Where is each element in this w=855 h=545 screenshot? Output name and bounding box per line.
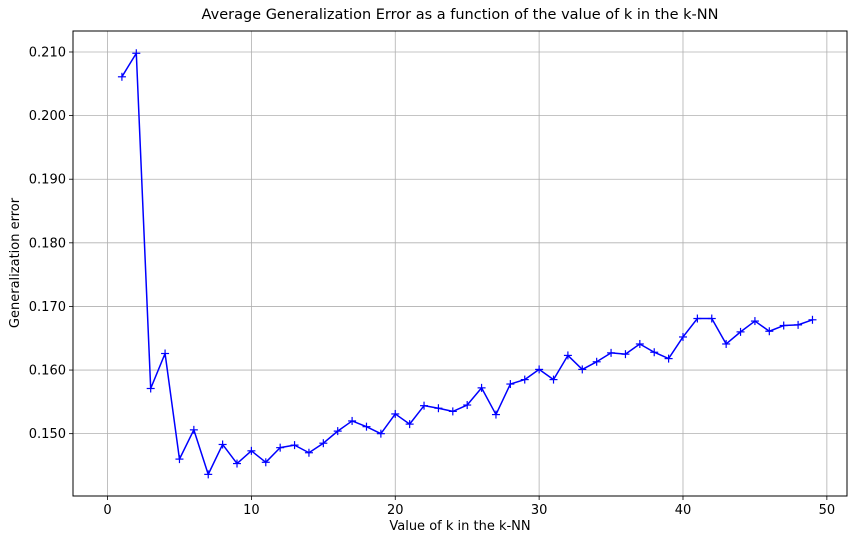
chart-title: Average Generalization Error as a functi…: [202, 7, 719, 23]
x-tick-label: 50: [819, 503, 836, 518]
data-point-marker: [491, 410, 500, 419]
data-point-marker: [707, 314, 716, 323]
data-point-marker: [376, 429, 385, 438]
x-tick-label: 0: [103, 503, 111, 518]
data-point-marker: [535, 365, 544, 374]
data-point-marker: [233, 459, 242, 468]
data-point-marker: [678, 332, 687, 341]
data-point-marker: [506, 380, 515, 389]
data-point-marker: [563, 351, 572, 360]
data-point-marker: [276, 443, 285, 452]
data-point-marker: [391, 409, 400, 418]
data-point-marker: [650, 348, 659, 357]
x-axis-ticks: 0 10 20 30 40 50: [103, 496, 835, 518]
data-point-marker: [477, 383, 486, 392]
data-point-marker: [204, 470, 213, 479]
series-layer: [117, 49, 817, 479]
data-point-marker: [405, 420, 414, 429]
data-point-marker: [362, 422, 371, 431]
x-axis-label: Value of k in the k-NN: [389, 519, 530, 534]
data-point-marker: [132, 49, 141, 58]
data-point-marker: [750, 317, 759, 326]
data-point-marker: [434, 404, 443, 413]
data-point-marker: [635, 339, 644, 348]
data-point-marker: [736, 327, 745, 336]
data-point-marker: [319, 439, 328, 448]
data-point-marker: [607, 348, 616, 357]
data-point-marker: [664, 354, 673, 363]
data-point-marker: [578, 365, 587, 374]
y-tick-label: 0.200: [29, 109, 66, 124]
data-point-marker: [520, 375, 529, 384]
data-point-marker: [189, 425, 198, 434]
data-point-marker: [218, 440, 227, 449]
data-point-marker: [175, 455, 184, 464]
data-point-marker: [448, 407, 457, 416]
plot-frame: [72, 30, 848, 497]
y-tick-label: 0.160: [29, 364, 66, 379]
data-point-marker: [808, 315, 817, 324]
data-point-marker: [463, 401, 472, 410]
data-point-marker: [261, 458, 270, 467]
x-tick-label: 40: [675, 503, 692, 518]
data-point-marker: [794, 320, 803, 329]
data-point-marker: [117, 72, 126, 81]
data-point-marker: [693, 314, 702, 323]
data-point-marker: [779, 321, 788, 330]
data-point-marker: [290, 441, 299, 450]
data-point-marker: [722, 339, 731, 348]
y-tick-label: 0.150: [29, 427, 66, 442]
x-tick-label: 10: [243, 503, 260, 518]
y-tick-label: 0.190: [29, 173, 66, 188]
x-tick-label: 20: [387, 503, 404, 518]
data-point-marker: [592, 357, 601, 366]
data-point-marker: [621, 350, 630, 359]
data-point-marker: [765, 327, 774, 336]
y-axis-label: Generalization error: [8, 197, 23, 328]
data-point-marker: [549, 375, 558, 384]
y-tick-label: 0.180: [29, 236, 66, 251]
data-point-marker: [247, 446, 256, 455]
y-tick-label: 0.170: [29, 300, 66, 315]
data-point-marker: [161, 349, 170, 358]
data-point-marker: [304, 448, 313, 457]
data-point-marker: [333, 427, 342, 436]
x-tick-label: 30: [531, 503, 548, 518]
data-point-marker: [348, 416, 357, 425]
y-tick-label: 0.210: [29, 45, 66, 60]
grid: [73, 31, 847, 496]
y-axis-ticks: 0.150 0.160 0.170 0.180 0.190 0.200 0.210: [29, 45, 73, 442]
data-point-marker: [420, 401, 429, 410]
data-point-marker: [146, 384, 155, 393]
